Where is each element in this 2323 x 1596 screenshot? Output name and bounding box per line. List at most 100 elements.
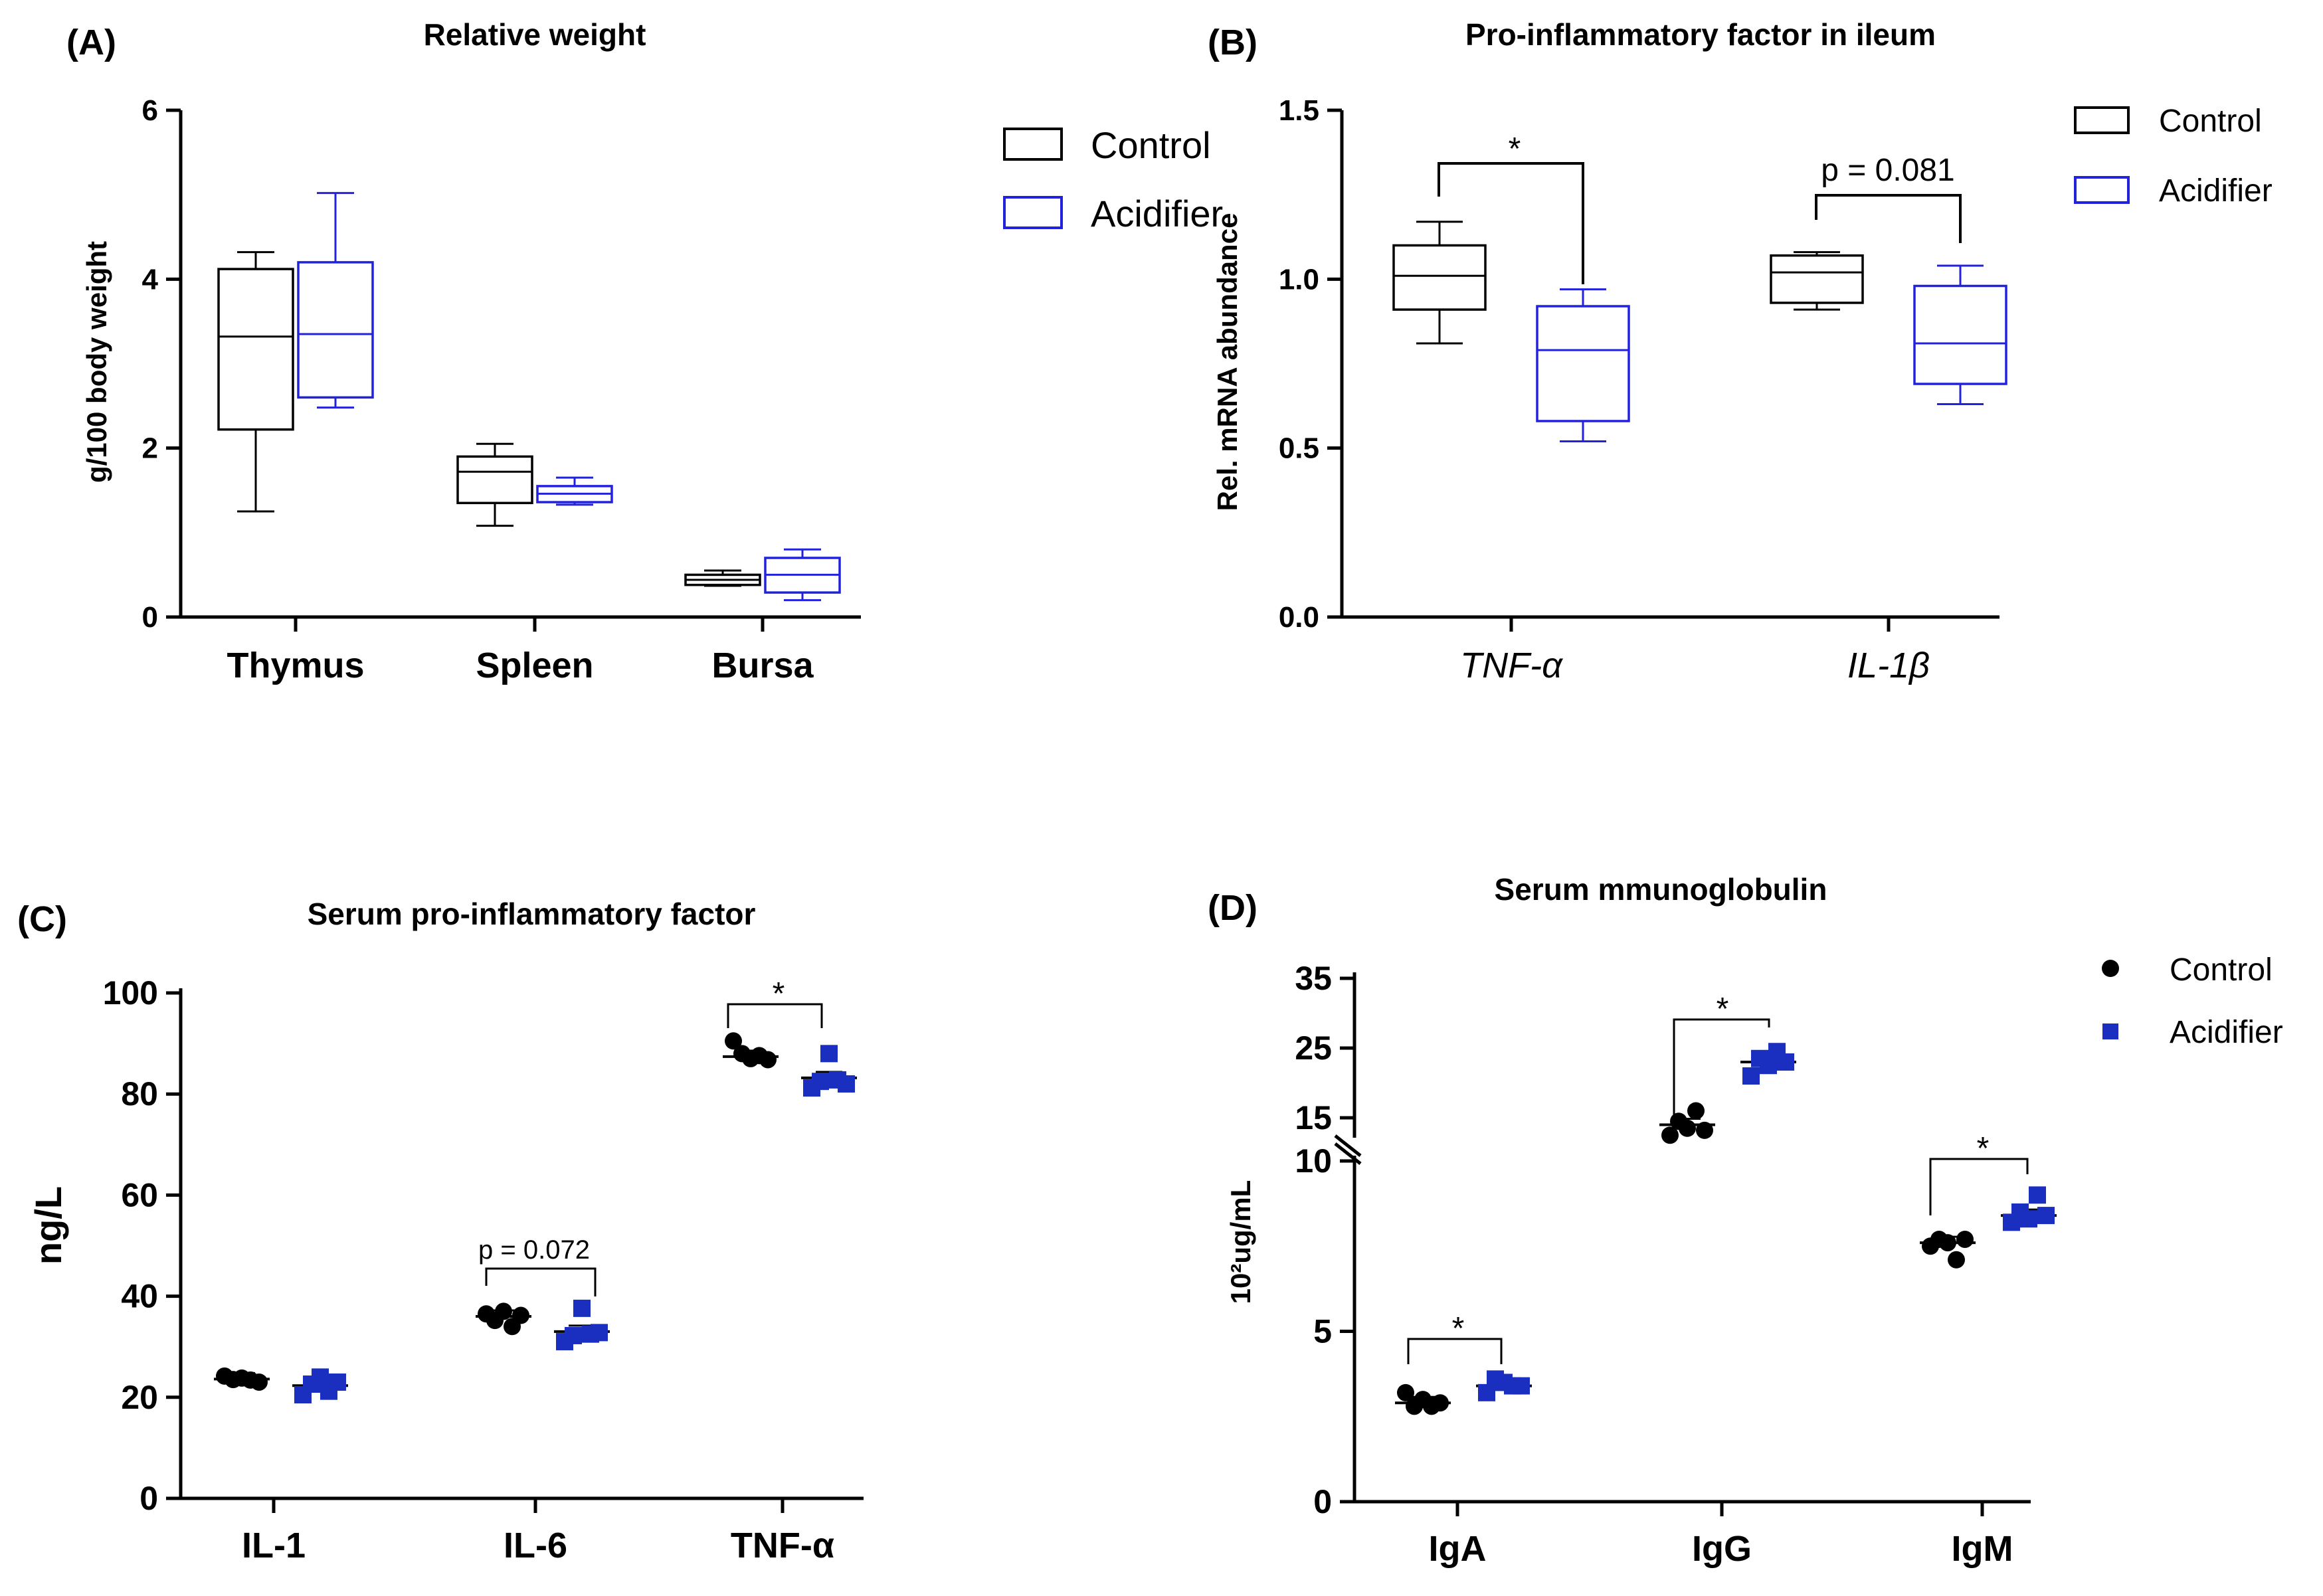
data-point — [1432, 1394, 1449, 1412]
data-point — [573, 1299, 591, 1317]
legend-control-swatch — [2074, 106, 2130, 134]
panel-c: (C) Serum pro-inflammatory factor ng/L 0… — [17, 897, 864, 1565]
data-point — [838, 1075, 855, 1093]
panel-b-tnf-bracket: * — [1438, 132, 1584, 284]
panel-c-il6-bracket: p = 0.072 — [478, 1235, 597, 1296]
y-tick-label: 35 — [1295, 960, 1332, 997]
points-control-igg — [1659, 1102, 1715, 1144]
data-point — [1948, 1251, 1965, 1269]
box-acidifier-bursa — [764, 548, 841, 602]
data-point — [725, 1032, 742, 1050]
panel-d-title: Serum mmunoglobulin — [1495, 872, 1827, 907]
panel-d-iga-significance: * — [1452, 1311, 1465, 1346]
legend-acidifier-marker — [2102, 1023, 2118, 1039]
x-tick-label-tnf: TNF-α — [1460, 646, 1564, 685]
data-point — [759, 1051, 777, 1069]
data-point — [1397, 1383, 1414, 1401]
panel-d-igg-bracket: * — [1673, 992, 1770, 1121]
panel-b-legend: Control Acidifier — [2074, 104, 2273, 209]
points-control-igm — [1920, 1230, 1976, 1269]
data-point — [2037, 1207, 2055, 1225]
x-tick-label-thymus: Thymus — [227, 646, 364, 685]
panel-c-title: Serum pro-inflammatory factor — [308, 897, 756, 931]
box-acidifier-thymus — [297, 192, 374, 409]
y-tick-label: 5 — [1313, 1313, 1332, 1350]
data-point — [2020, 1210, 2037, 1228]
panel-a: (A) Relative weight g/100 body weight 0 2… — [66, 17, 1223, 685]
y-tick-label: 1.0 — [1279, 263, 1319, 296]
box-acidifier-spleen — [536, 476, 613, 506]
points-acidifier-iga — [1476, 1370, 1532, 1401]
x-tick-label-il-1: IL-1β — [1847, 646, 1930, 685]
y-tick-label: 20 — [121, 1379, 158, 1416]
x-tick-label-iga: IgA — [1429, 1529, 1487, 1569]
y-tick-label: 0.0 — [1279, 601, 1319, 634]
panel-c-label: (C) — [17, 899, 67, 939]
legend-acidifier-swatch — [2074, 176, 2130, 204]
points-acidifier-il-6 — [554, 1299, 610, 1351]
panel-d-axis-break-mark — [1334, 1134, 1362, 1165]
panel-d-igg-significance: * — [1717, 992, 1729, 1027]
data-point — [1661, 1126, 1679, 1144]
panel-d-label: (D) — [1208, 888, 1257, 928]
box-control-il-1 — [1770, 251, 1864, 311]
panel-b: (B) Pro-inflammatory factor in ileum Rel… — [1208, 17, 2273, 685]
box-iqr — [456, 455, 533, 505]
data-point — [820, 1045, 838, 1063]
points-control-iga — [1395, 1383, 1451, 1415]
data-point — [512, 1306, 529, 1324]
legend-control-label: Control — [2159, 104, 2262, 139]
data-point — [591, 1324, 608, 1342]
points-acidifier-igg — [1740, 1043, 1796, 1085]
panel-c-tnf-bracket: * — [727, 976, 823, 1028]
panel-d-iga-bracket: * — [1407, 1311, 1503, 1364]
points-control-tnf — [723, 1032, 779, 1069]
data-point — [1939, 1234, 1956, 1252]
panel-b-title: Pro-inflammatory factor in ileum — [1465, 17, 1936, 52]
y-tick-label: 6 — [142, 94, 158, 127]
x-tick-label-spleen: Spleen — [476, 646, 593, 685]
box-control-thymus — [217, 251, 294, 513]
legend-control-label: Control — [1091, 124, 1211, 166]
box-iqr — [1536, 305, 1630, 422]
points-acidifier-il-1 — [292, 1368, 348, 1403]
legend-control-marker — [2102, 960, 2119, 977]
data-point — [495, 1302, 512, 1320]
data-point — [1742, 1067, 1760, 1085]
x-tick-label-igm: IgM — [1952, 1529, 2013, 1569]
box-control-spleen — [456, 442, 533, 527]
y-tick-label: 2 — [142, 432, 158, 465]
panel-c-tnf-significance: * — [773, 976, 785, 1012]
box-acidifier-il-1 — [1913, 264, 2007, 406]
points-control-il-1 — [214, 1367, 270, 1391]
y-tick-label: 1.5 — [1279, 94, 1319, 127]
data-point — [1777, 1053, 1794, 1071]
data-point — [1696, 1121, 1713, 1139]
box-iqr — [1392, 244, 1487, 311]
legend-control-label: Control — [2170, 952, 2273, 988]
panel-d-legend: Control Acidifier — [2102, 952, 2283, 1050]
data-point — [329, 1373, 346, 1391]
y-tick-label: 100 — [103, 974, 158, 1012]
y-tick-label: 15 — [1295, 1099, 1332, 1136]
y-tick-label: 0 — [1313, 1483, 1332, 1520]
x-tick-label-bursa: Bursa — [711, 646, 814, 685]
panel-b-ylabel: Rel. mRNA abundance — [1212, 213, 1243, 511]
y-tick-label: 4 — [142, 263, 159, 296]
legend-acidifier-label: Acidifier — [2170, 1015, 2283, 1050]
box-iqr — [217, 268, 294, 431]
points-acidifier-igm — [2001, 1186, 2057, 1231]
y-tick-label: 10 — [1295, 1142, 1332, 1180]
panel-c-il6-pvalue: p = 0.072 — [478, 1235, 590, 1265]
box-iqr — [1770, 254, 1864, 304]
panel-d-ylabel: 10²ug/mL — [1225, 1180, 1256, 1304]
data-point — [812, 1073, 829, 1091]
panel-a-legend: Control Acidifier — [1003, 124, 1223, 234]
x-tick-label-tnf: TNF-α — [731, 1526, 834, 1565]
y-tick-label: 80 — [121, 1075, 158, 1112]
legend-acidifier-swatch — [1003, 196, 1063, 229]
points-acidifier-tnf — [801, 1045, 857, 1097]
x-tick-label-igg: IgG — [1692, 1529, 1752, 1569]
y-tick-label: 0 — [142, 601, 158, 634]
data-point — [1679, 1119, 1696, 1137]
